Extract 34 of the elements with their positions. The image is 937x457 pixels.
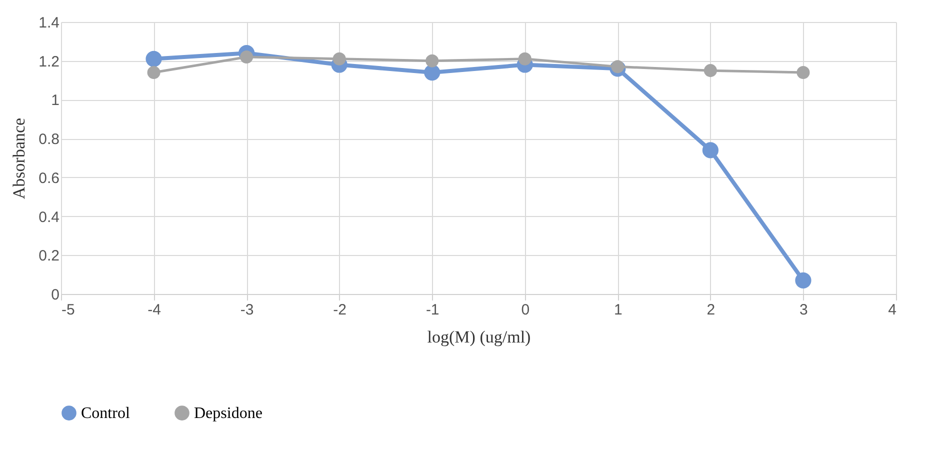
- y-tick-label: 0.2: [38, 248, 60, 265]
- x-tick-label: 3: [800, 302, 808, 318]
- x-tick-label: -4: [148, 302, 161, 318]
- x-tick-label: -5: [62, 302, 75, 318]
- x-tick-label: -1: [426, 302, 440, 318]
- y-tick-label: 0.8: [38, 131, 60, 148]
- legend-label: Depsidone: [194, 405, 262, 422]
- y-tick-label: 0.6: [38, 170, 60, 187]
- y-tick-label: 1: [51, 92, 60, 110]
- point: [702, 142, 719, 158]
- point: [518, 52, 532, 66]
- point: [426, 54, 439, 68]
- y-tick-label: 0: [51, 286, 60, 304]
- y-axis-title: Absorbance: [10, 118, 29, 200]
- y-tick-label: 1.4: [38, 14, 60, 32]
- x-tick-label: 4: [888, 302, 896, 318]
- x-tick-label: -3: [240, 302, 254, 318]
- legend-label: Control: [81, 405, 130, 422]
- y-tick-label: 1.2: [38, 53, 60, 70]
- point: [146, 50, 162, 67]
- point: [796, 66, 810, 80]
- x-axis-title: log(M) (ug/ml): [427, 328, 531, 346]
- point: [611, 60, 624, 74]
- point: [704, 64, 717, 78]
- y-tick-label: 0.4: [38, 208, 60, 226]
- x-tick-label: 2: [706, 302, 716, 318]
- point: [147, 66, 160, 80]
- x-tick-label: 0: [521, 302, 530, 318]
- x-tick-label: 1: [614, 302, 622, 318]
- point: [795, 272, 812, 288]
- point: [424, 64, 440, 81]
- point: [240, 50, 254, 64]
- point: [332, 52, 346, 66]
- x-tick-label: -2: [333, 302, 347, 318]
